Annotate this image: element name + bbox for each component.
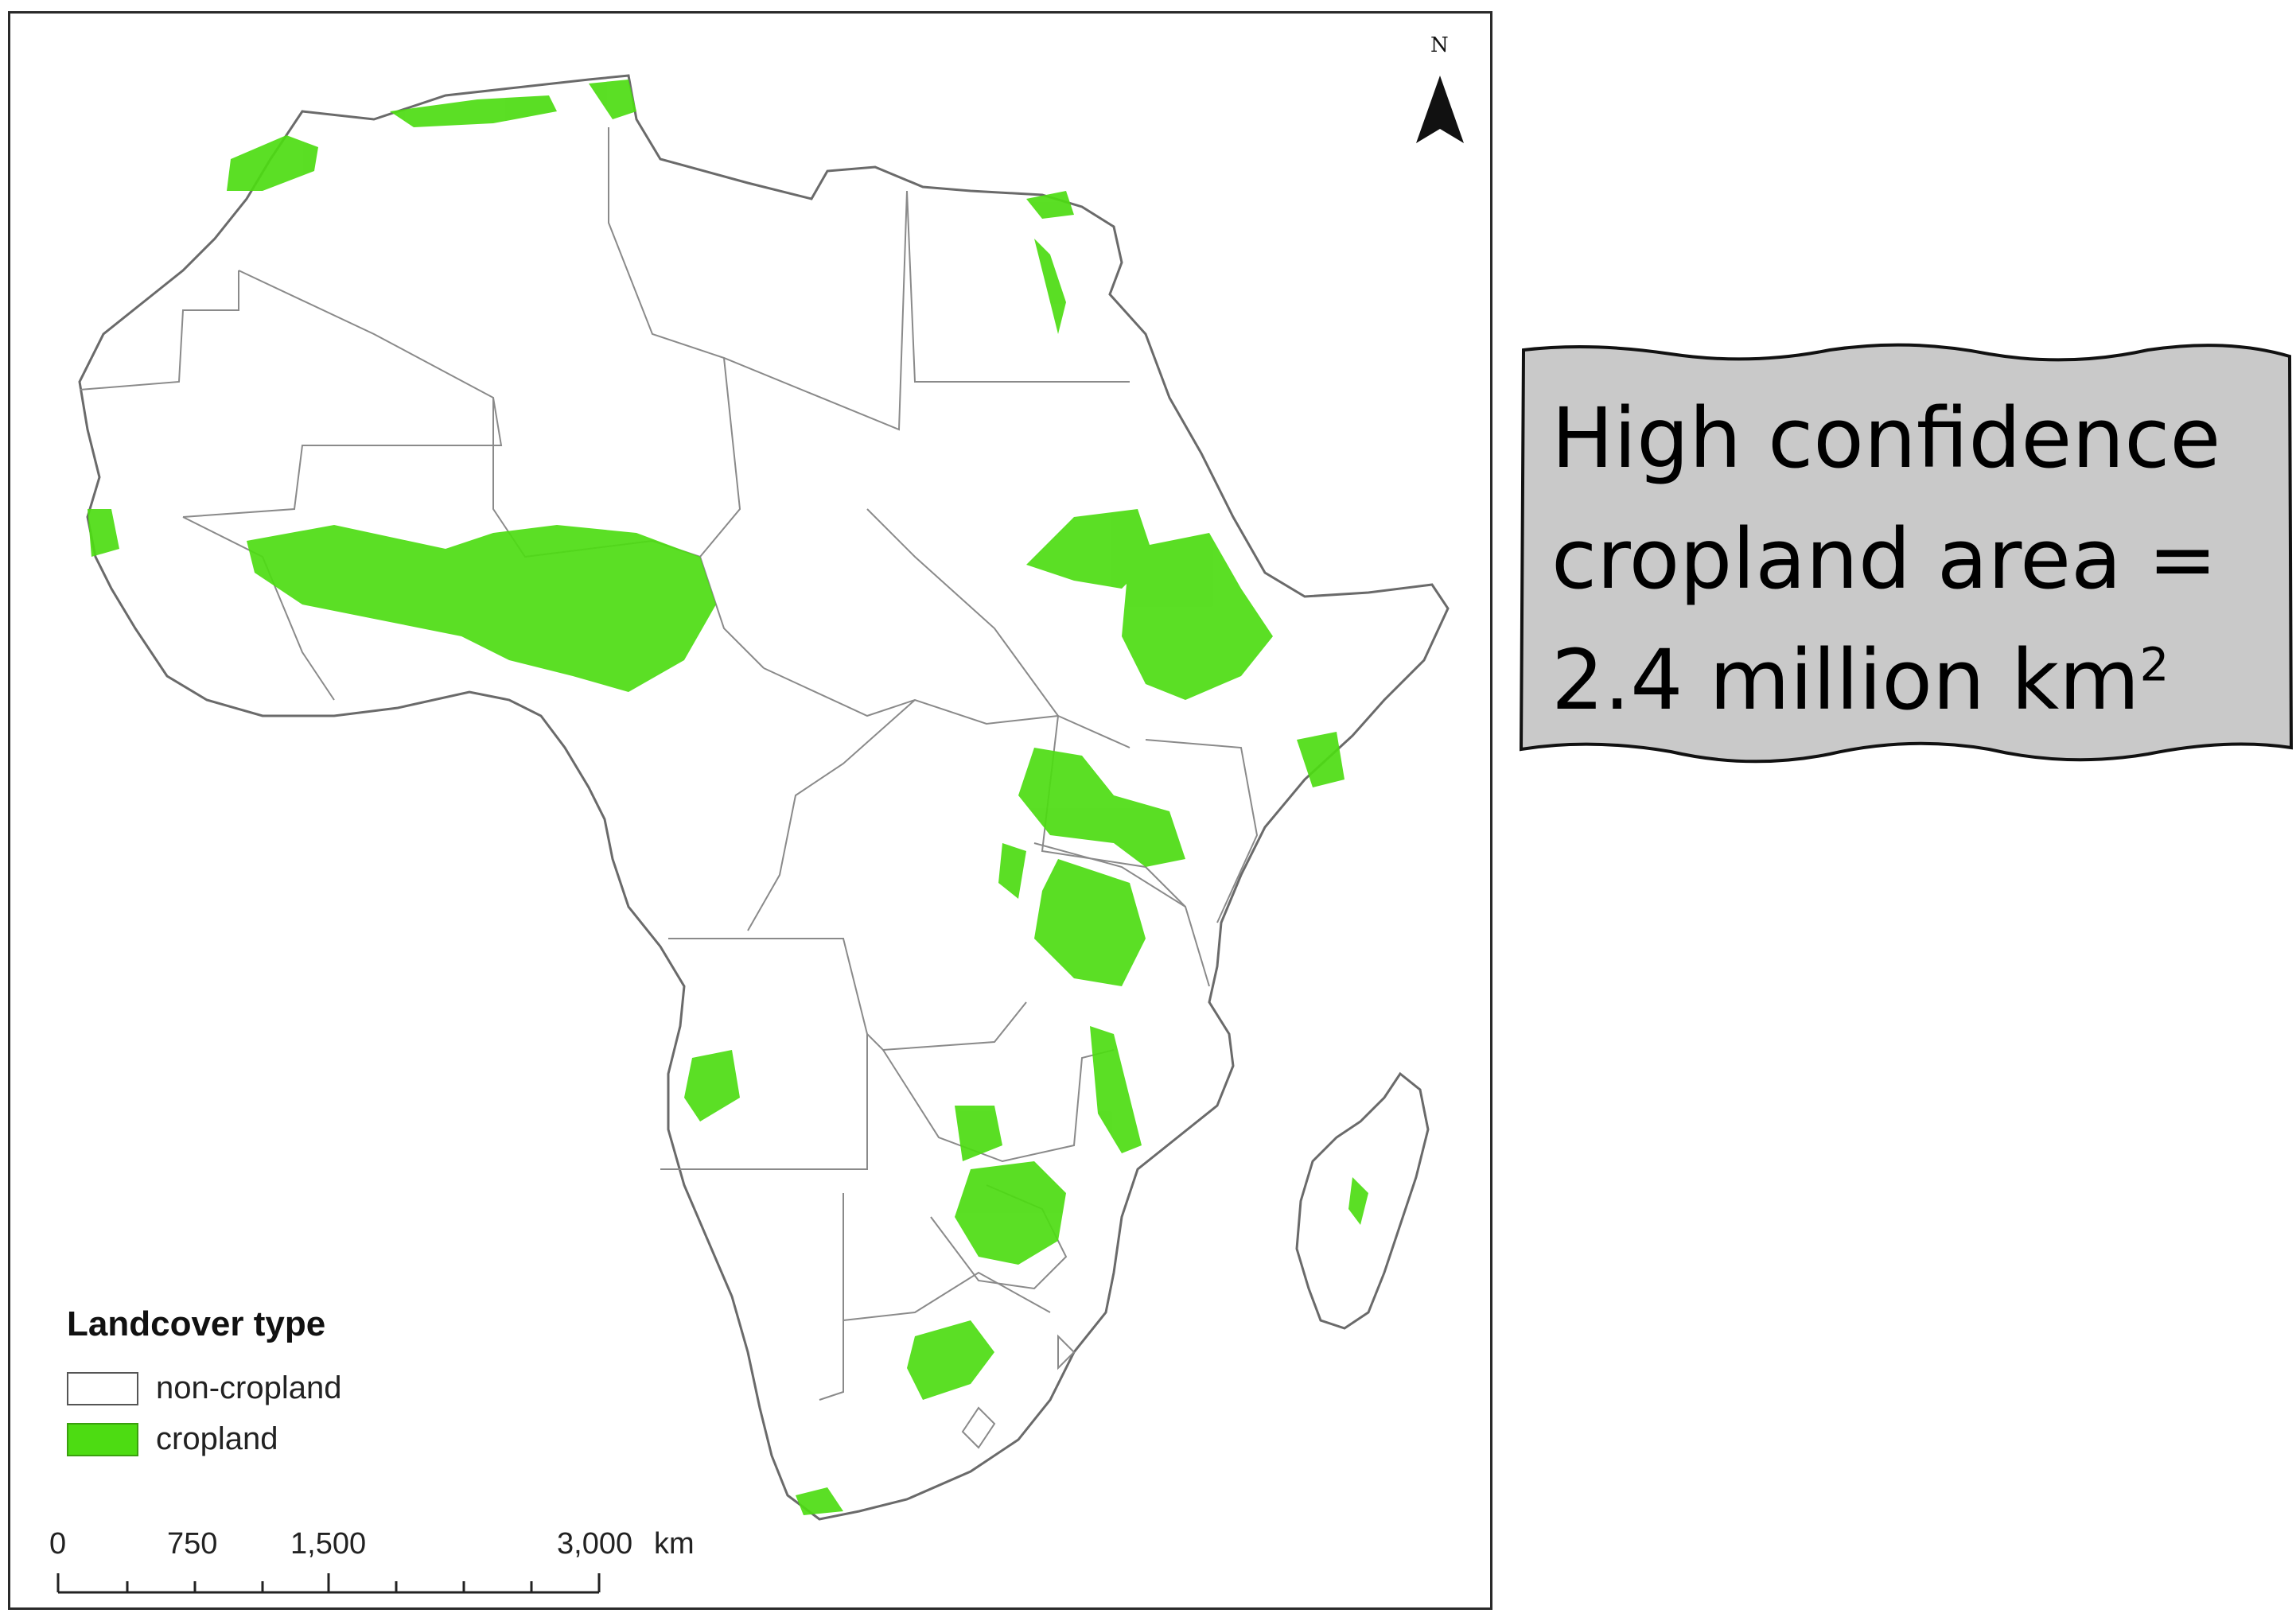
legend-label-cropland: cropland [156,1421,278,1456]
legend-swatch-cropland [67,1423,138,1456]
legend-label-noncropland: non-cropland [156,1370,342,1405]
scale-label-unit: km [654,1527,695,1561]
callout-superscript: 2 [2139,637,2170,692]
country-borders [79,127,1259,1449]
scale-label-750: 750 [167,1527,218,1561]
cropland-areas [88,80,1368,1515]
legend-title: Landcover type [67,1304,326,1343]
legend-swatch-noncropland [67,1372,138,1405]
callout-line-3: 2.4 million km2 [1551,620,2267,741]
callout-text: High confidence cropland area = 2.4 mill… [1551,378,2267,741]
callout-line-2: cropland area = [1551,511,2218,608]
scale-label-0: 0 [49,1527,67,1561]
scale-label-3000: 3,000 [557,1527,633,1561]
north-arrow-icon [1416,76,1464,143]
north-label: N [1430,33,1449,57]
scale-label-1500: 1,500 [290,1527,367,1561]
scale-bar [56,1573,601,1594]
callout-line-1: High confidence [1551,390,2221,487]
callout-box [1519,343,2294,764]
callout-line-3-main: 2.4 million km [1551,632,2140,729]
